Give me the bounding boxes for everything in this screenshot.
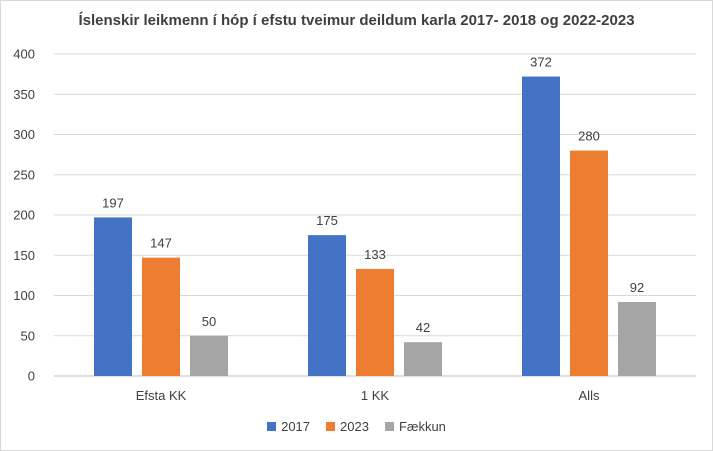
x-category-label: Alls [579,388,600,403]
y-tick-label: 250 [13,167,35,182]
data-label: 133 [364,247,386,262]
x-category-label: 1 KK [361,388,390,403]
legend-item: Fækkun [384,419,446,434]
bar [190,335,228,376]
legend-swatch [384,422,394,431]
legend-swatch [267,422,277,431]
y-tick-label: 200 [13,208,35,223]
bar [142,257,180,376]
x-category-label: Efsta KK [136,388,187,403]
legend-label: Fækkun [398,419,446,434]
bar [522,76,560,376]
data-label: 280 [578,129,600,144]
legend-label: 2023 [340,419,369,434]
bar [308,235,346,376]
chart-title: Íslenskir leikmenn í hóp í efstu tveimur… [78,12,635,29]
bar [94,217,132,376]
legend-label: 2017 [281,419,311,434]
data-label: 175 [316,213,338,228]
y-tick-label: 50 [21,328,35,343]
y-tick-label: 0 [28,369,35,384]
bar [356,268,394,376]
legend-item: 2023 [326,419,369,434]
y-tick-label: 400 [13,47,35,62]
y-tick-label: 300 [13,127,35,142]
bar [404,342,442,376]
chart-legend: 2017 2023 Fækkun [1,419,712,434]
bar [570,150,608,376]
y-tick-label: 100 [13,288,35,303]
data-label: 92 [630,280,644,295]
data-label: 147 [150,236,172,251]
legend-item: 2017 [267,419,310,434]
y-tick-label: 150 [13,248,35,263]
legend-swatch [326,422,336,431]
data-label: 372 [530,55,552,70]
data-label: 50 [202,314,216,329]
data-label: 197 [102,195,124,210]
bar [618,301,656,376]
y-tick-label: 350 [13,87,35,102]
data-label: 42 [416,320,430,335]
